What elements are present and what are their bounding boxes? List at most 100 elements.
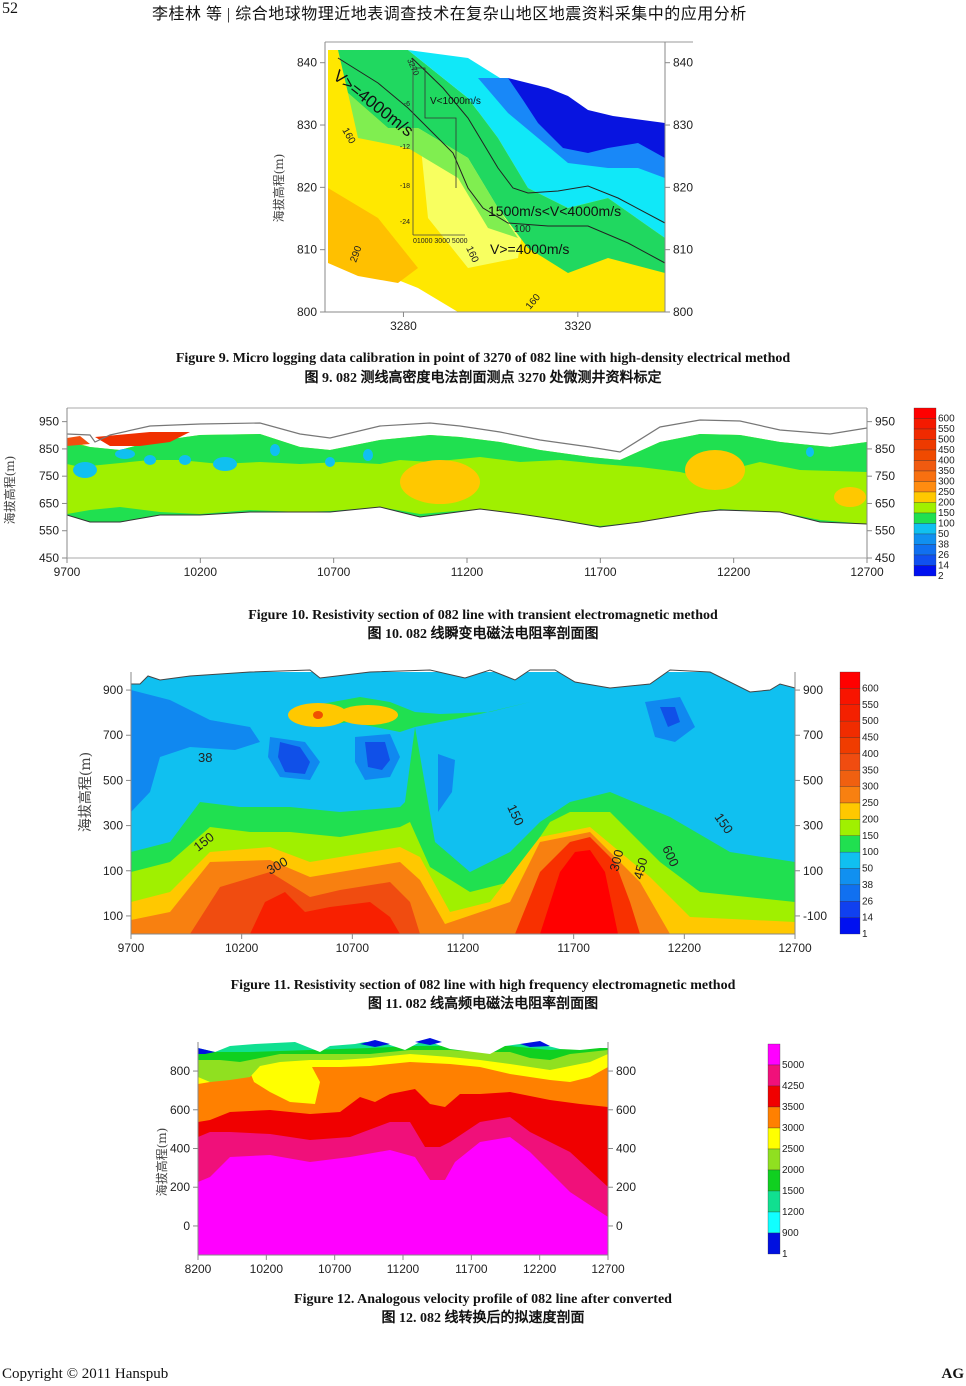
fig12-region-blue-cap bbox=[198, 1048, 215, 1054]
legend-label: 14 bbox=[862, 913, 874, 924]
y-tick-label: 100 bbox=[103, 864, 123, 878]
x-tick-label: 12700 bbox=[778, 941, 812, 955]
fig11-region-deep-blue bbox=[660, 707, 680, 727]
figure-9-caption-en: Figure 9. Micro logging data calibration… bbox=[175, 351, 791, 366]
x-tick-label: 10200 bbox=[250, 1262, 284, 1276]
y-tick-label: 400 bbox=[616, 1142, 636, 1156]
x-tick-label: 11700 bbox=[557, 941, 590, 955]
legend-swatch bbox=[839, 917, 861, 935]
legend-swatch bbox=[913, 554, 937, 566]
fig12-region-blue-cap bbox=[360, 1040, 390, 1047]
legend-label: 2500 bbox=[782, 1144, 805, 1155]
y-tick-label: 800 bbox=[673, 305, 693, 319]
fig9-boundary-line-lower bbox=[337, 57, 666, 264]
y-tick-label: 650 bbox=[39, 496, 59, 510]
legend-label: 400 bbox=[862, 749, 879, 760]
footer-journal-abbr: AG bbox=[941, 1366, 965, 1382]
x-tick-label: 11200 bbox=[387, 1262, 420, 1276]
fig10-region-cyan bbox=[270, 444, 280, 456]
legend-swatch bbox=[913, 418, 937, 430]
legend-swatch bbox=[839, 737, 861, 755]
x-tick-label: 10700 bbox=[336, 941, 370, 955]
x-tick-label: 12200 bbox=[717, 565, 751, 579]
legend-label: 550 bbox=[862, 700, 879, 711]
fig10-region-cyan bbox=[363, 449, 373, 461]
x-tick-label: 9700 bbox=[118, 941, 145, 955]
legend-swatch bbox=[913, 523, 937, 535]
legend-swatch bbox=[839, 868, 861, 886]
fig10-region-cyan bbox=[325, 457, 335, 467]
x-tick-label: 11200 bbox=[447, 941, 480, 955]
legend-swatch bbox=[839, 802, 861, 820]
fig11-region-mid-blue-left bbox=[131, 690, 260, 812]
legend-swatch bbox=[839, 901, 861, 918]
x-tick-label: 12700 bbox=[591, 1262, 625, 1276]
x-tick-label: 11200 bbox=[451, 565, 484, 579]
y-tick-label: 810 bbox=[297, 243, 317, 257]
x-tick-label: 11700 bbox=[455, 1262, 488, 1276]
y-tick-label: 800 bbox=[297, 305, 317, 319]
fig11-blank-above-topography bbox=[131, 670, 795, 692]
legend-swatch bbox=[913, 470, 937, 482]
figure-11-chart: 100 -100 100 100 300 300 500 500 700 700 900 900 97… bbox=[77, 669, 879, 955]
figure-10-chart: 450 450 550 550 650 650 750 750 850 850 950 950 970… bbox=[2, 407, 955, 582]
y-tick-label: 0 bbox=[616, 1219, 623, 1233]
y-tick-label: 700 bbox=[103, 728, 123, 742]
legend-label: 150 bbox=[938, 508, 955, 519]
y-tick-label: 810 bbox=[673, 243, 693, 257]
fig10-region-cyan bbox=[213, 457, 237, 471]
figure-9-chart: -6 -12 -18 -24 01000 3000 5000 3270 V>=4… bbox=[271, 41, 693, 333]
fig10-region-cyan bbox=[806, 447, 814, 457]
y-tick-label: 0 bbox=[183, 1219, 190, 1233]
legend-swatch bbox=[913, 449, 937, 461]
fig10-region-cyan bbox=[73, 462, 97, 478]
y-tick-label: 500 bbox=[803, 773, 823, 787]
fig10-region-cyan bbox=[179, 455, 191, 465]
legend-label: 350 bbox=[938, 466, 955, 477]
legend-label: 1 bbox=[862, 929, 868, 940]
fig9-inset-tick: -24 bbox=[400, 219, 410, 226]
y-tick-label: 900 bbox=[803, 683, 823, 697]
legend-label: 4250 bbox=[782, 1081, 805, 1092]
legend-label: 250 bbox=[938, 487, 955, 498]
legend-label: 550 bbox=[938, 424, 955, 435]
legend-label: 250 bbox=[862, 798, 879, 809]
legend-label: 500 bbox=[862, 716, 879, 727]
fig11-region-mid-blue bbox=[438, 754, 455, 812]
y-tick-label: 550 bbox=[39, 524, 59, 538]
fig10-region-red-top bbox=[95, 432, 190, 446]
legend-swatch bbox=[839, 688, 861, 705]
legend-swatch bbox=[913, 491, 937, 503]
y-tick-label: 700 bbox=[803, 728, 823, 742]
x-tick-label: 3320 bbox=[564, 319, 591, 333]
running-title: 李桂林 等 | 综合地球物理近地表调查技术在复杂山地区地震资料采集中的应用分析 bbox=[152, 6, 747, 23]
y-tick-label: 450 bbox=[39, 551, 59, 565]
legend-swatch bbox=[767, 1085, 781, 1108]
legend-label: 1500 bbox=[782, 1186, 805, 1197]
fig9-inset-xticks: 01000 3000 5000 bbox=[413, 238, 468, 245]
y-tick-label: -100 bbox=[803, 909, 827, 923]
legend-swatch bbox=[839, 851, 861, 869]
fig11-region-deep-blue bbox=[365, 742, 390, 770]
figure-10-caption-en: Figure 10. Resistivity section of 082 li… bbox=[248, 608, 718, 623]
y-tick-label: 800 bbox=[616, 1064, 636, 1078]
fig10-region-amber bbox=[834, 487, 866, 507]
fig12-blank-above-topography bbox=[198, 1040, 608, 1054]
fig9-annotation: V<1000m/s bbox=[430, 96, 481, 107]
y-tick-label: 750 bbox=[39, 469, 59, 483]
fig11-region-red-peak-core bbox=[540, 850, 618, 934]
y-tick-label: 820 bbox=[673, 180, 693, 194]
fig10-topography-line bbox=[66, 419, 868, 453]
x-tick-label: 12700 bbox=[850, 565, 884, 579]
y-tick-label: 750 bbox=[875, 469, 895, 483]
fig12-y-axis-label: 海拔高程(m) bbox=[154, 1128, 169, 1197]
fig9-y-axis-label: 海拔高程(m) bbox=[271, 154, 286, 223]
legend-label: 600 bbox=[862, 683, 879, 694]
legend-label: 300 bbox=[862, 782, 879, 793]
x-tick-label: 12200 bbox=[668, 941, 702, 955]
fig9-inset-tick: -6 bbox=[404, 101, 410, 108]
legend-swatch bbox=[767, 1169, 781, 1192]
fig9-contour-label: 100 bbox=[514, 224, 531, 235]
legend-label: 350 bbox=[862, 765, 879, 776]
fig9-inset-tick: -18 bbox=[400, 183, 410, 190]
